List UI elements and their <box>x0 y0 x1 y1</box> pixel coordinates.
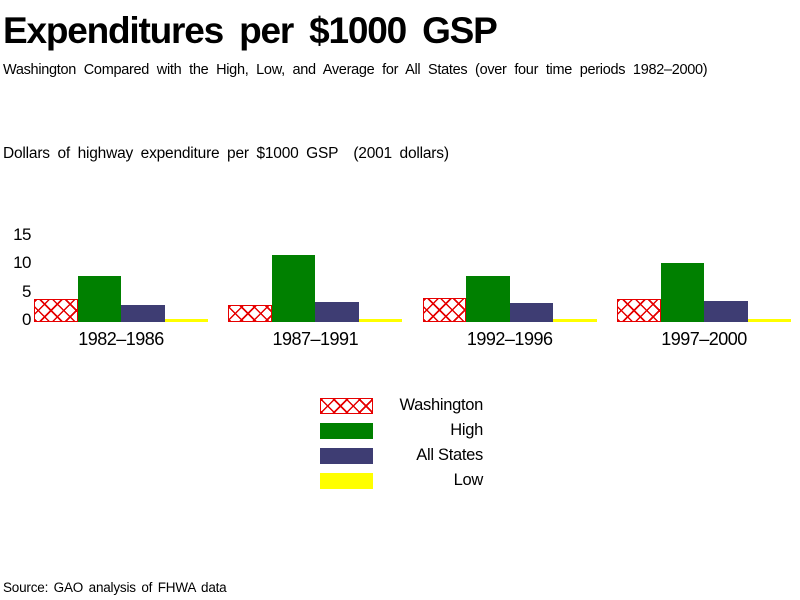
category-label: 1992–1996 <box>466 329 553 349</box>
legend-item: Washington <box>320 397 483 414</box>
bar-washington <box>34 299 78 322</box>
legend-swatch-low <box>320 472 373 489</box>
bar-high <box>77 275 121 322</box>
y-tick-label: 15 <box>13 224 31 244</box>
y-axis-note-units: (2001 dollars) <box>353 145 449 162</box>
bar-all-states <box>315 302 359 322</box>
legend-swatch-high <box>320 422 373 439</box>
category-label: 1987–1991 <box>272 329 359 349</box>
page-title: Expenditures per $1000 GSP <box>3 10 498 51</box>
legend: Washington High All States Low <box>320 397 483 497</box>
legend-swatch-all-states <box>320 447 373 464</box>
y-tick-label: 10 <box>13 253 31 272</box>
source-note: Source: GAO analysis of FHWA data <box>3 580 227 595</box>
y-tick-label: 5 <box>22 281 31 301</box>
subtitle: Washington Compared with the High, Low, … <box>3 62 708 78</box>
legend-label: All States <box>416 446 483 464</box>
bar-washington <box>617 298 661 322</box>
bar-all-states <box>509 302 554 322</box>
legend-item: High <box>320 422 483 439</box>
category-label: 1982–1986 <box>78 329 164 349</box>
bar-low <box>553 319 597 322</box>
bar-high <box>660 262 704 322</box>
bar-low <box>164 319 208 322</box>
y-tick-label: 0 <box>22 310 31 329</box>
bar-washington <box>422 298 467 322</box>
bar-high <box>466 276 510 322</box>
y-axis-note-text: Dollars of highway expenditure per $1000… <box>3 145 339 162</box>
legend-label: Low <box>453 471 484 489</box>
bar-all-states <box>704 300 748 322</box>
bar-low <box>358 319 403 322</box>
legend-label: High <box>450 421 483 439</box>
legend-label: Washington <box>399 396 483 414</box>
y-axis-note: Dollars of highway expenditure per $1000… <box>3 145 449 163</box>
legend-item: All States <box>320 447 483 464</box>
bar-high <box>271 255 316 322</box>
legend-swatch-washington <box>320 397 373 414</box>
bar-low <box>747 319 791 322</box>
category-label: 1997–2000 <box>661 329 747 349</box>
bar-washington <box>228 304 272 322</box>
bar-all-states <box>121 305 165 322</box>
legend-item: Low <box>320 472 483 489</box>
